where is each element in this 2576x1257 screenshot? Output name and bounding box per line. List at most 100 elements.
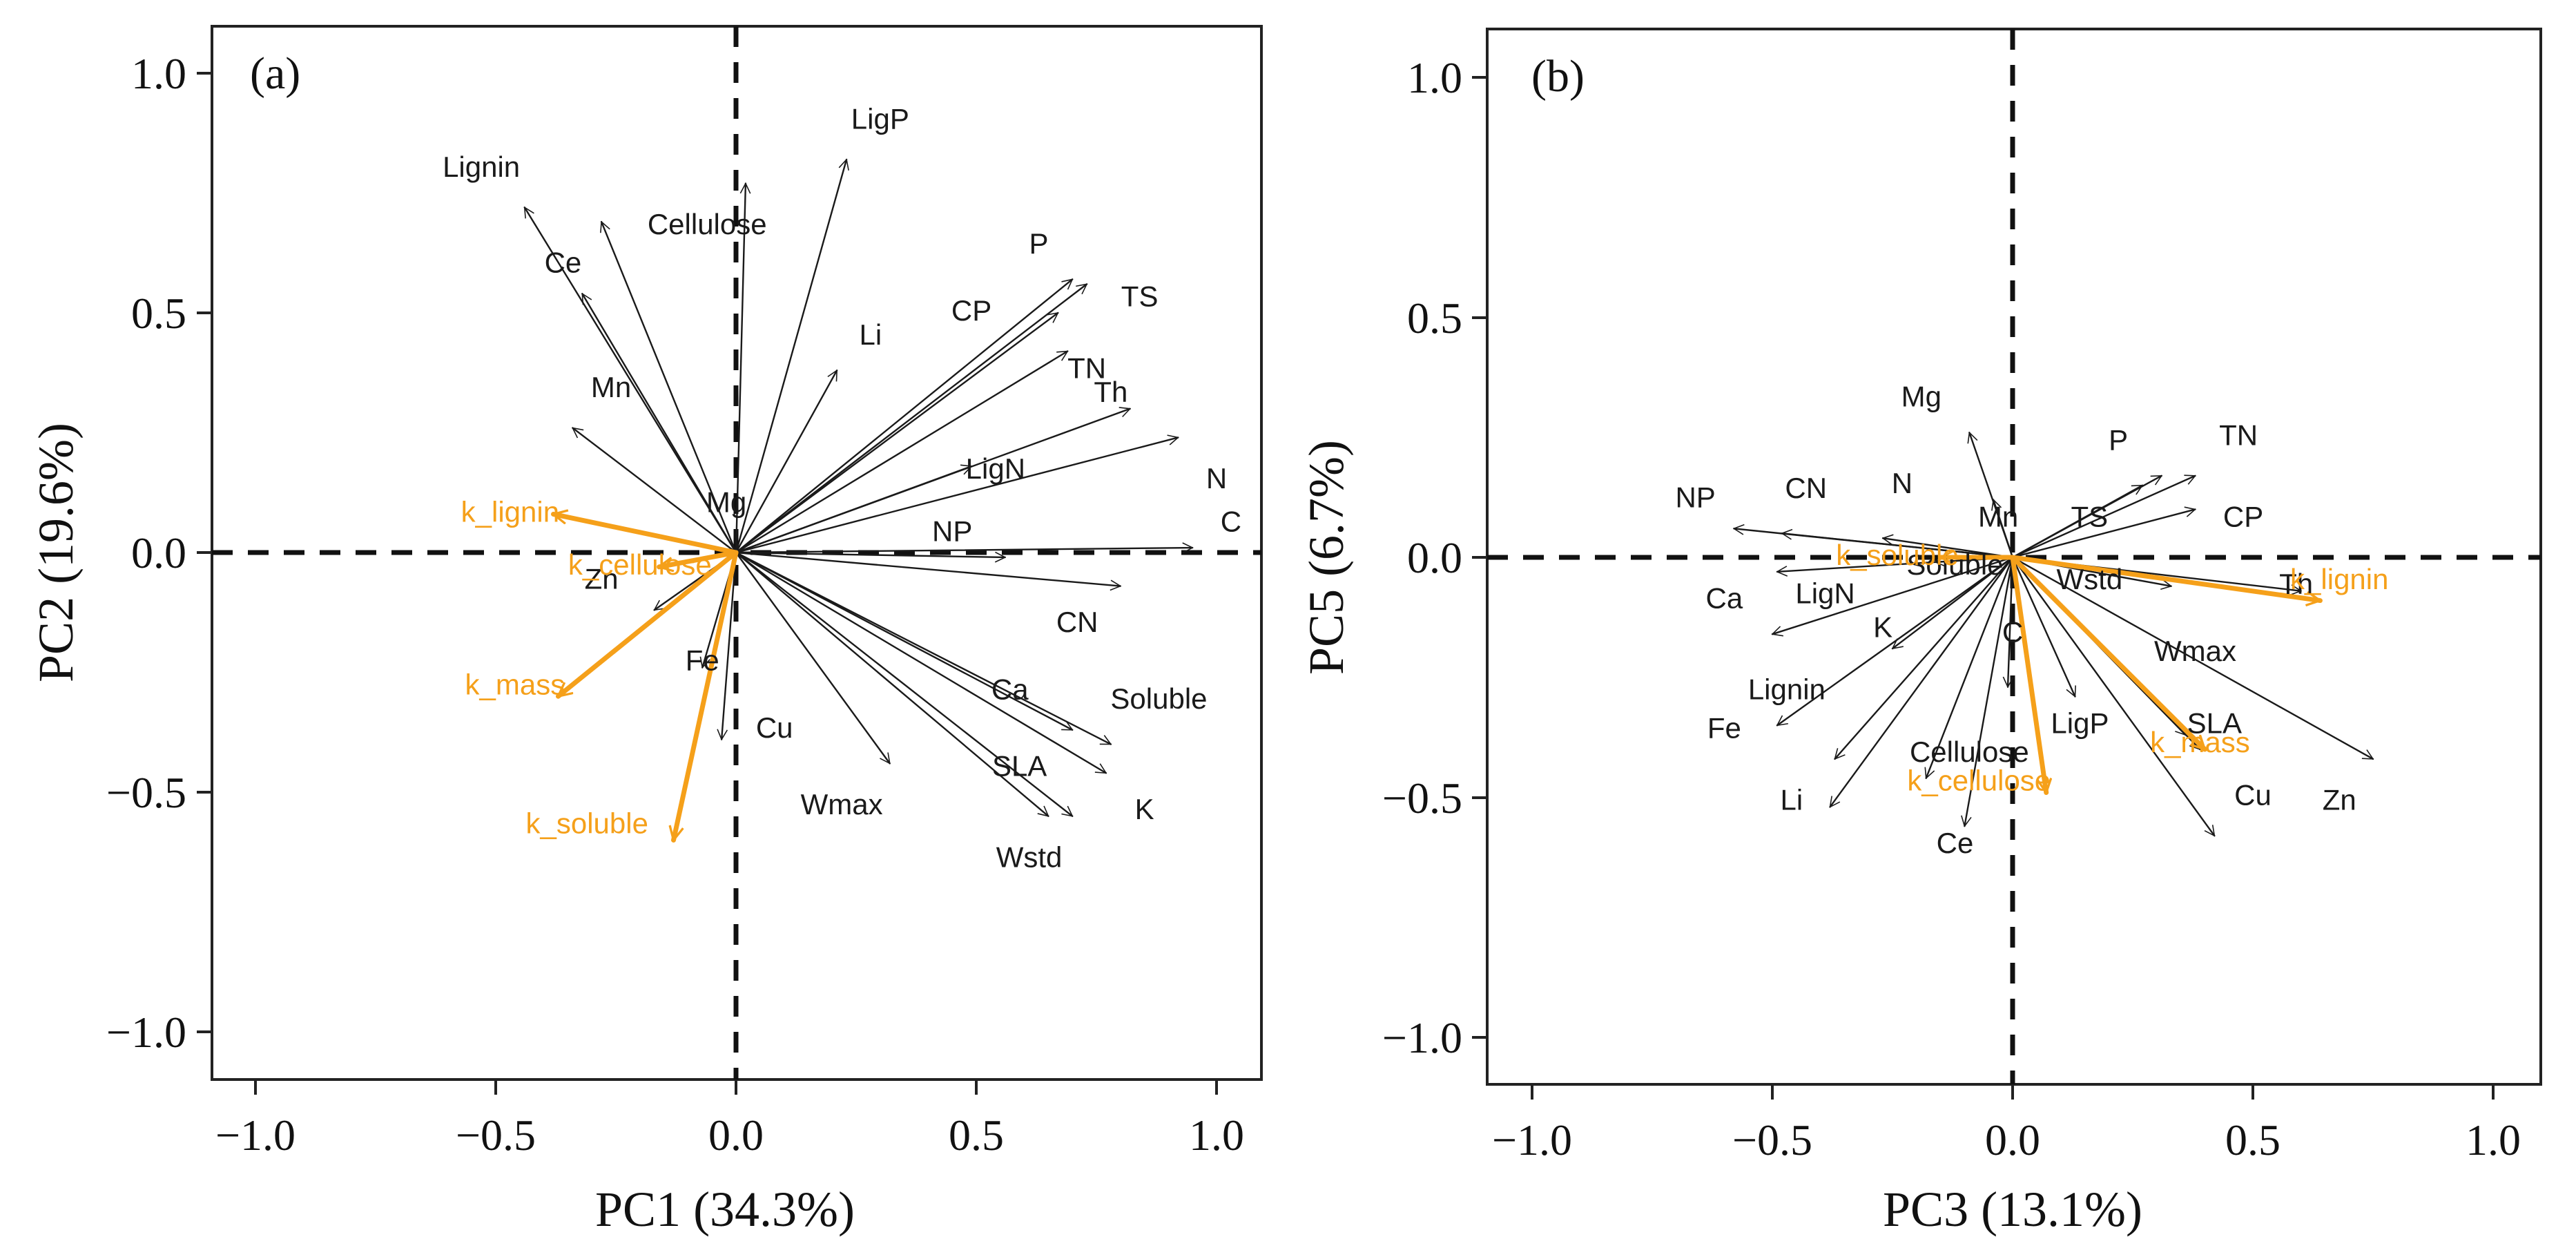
panel-a-y-tick-label: −0.5: [106, 768, 186, 817]
panel-b-vector-label-zn: Zn: [2323, 784, 2356, 816]
panel-b-vector-label-lign: LigN: [1795, 577, 1854, 610]
panel-a-vector-label-lignin: Lignin: [443, 151, 520, 183]
panel-a-vector-cn: [735, 551, 1121, 586]
panel-b-vector-tn: [2011, 476, 2195, 559]
panel-b-y-ticks: 1.0 0.5 0.0 −0.5 −1.0: [1382, 53, 1487, 1062]
panel-b-y-axis-title: PC5 (6.7%): [1299, 440, 1354, 675]
panel-a-vector-k-mass: [555, 550, 739, 699]
panel-b-vector-label-th: Th: [2279, 568, 2313, 600]
panel-a-vector-p: [735, 283, 1087, 554]
panel-b-x-axis-title: PC3 (13.1%): [1883, 1182, 2142, 1237]
panel-b-y-tick-label: −1.0: [1382, 1013, 1462, 1062]
panel-a-vector-label-k-mass: k_mass: [465, 668, 565, 700]
panel-b-vector-label-wmax: Wmax: [2154, 635, 2236, 667]
panel-b-vector-label-ca: Ca: [1706, 582, 1743, 615]
panel-b-vectors: Mg P TN NP CN N Mn TS CP Ca LigN K Wstd Th Wmax LigninF…: [1675, 381, 2388, 859]
panel-b-vector-mn: [1993, 500, 2014, 559]
panel-a-vector-tn: [735, 350, 1067, 554]
panel-a-vector-label-np: NP: [932, 515, 972, 547]
panel-b-vector-k-mass: [2010, 555, 2207, 752]
panel-b-y-tick-label: 0.5: [1407, 294, 1462, 343]
panel-a-vector-label-soluble: Soluble: [1110, 682, 1207, 715]
panel-a-y-axis-title: PC2 (19.6%): [28, 423, 84, 682]
panel-a-y-tick-label: 0.5: [131, 289, 186, 338]
panel-a-vector-n: [735, 437, 1178, 554]
panel-a-vector-label-mg: Mg: [706, 486, 746, 519]
panel-a-vector-label-k-lignin: k_lignin: [461, 496, 559, 528]
panel-a-vector-np: [735, 553, 1006, 557]
panel-b-vector-label-cellulose: Cellulose: [1910, 736, 2029, 768]
panel-a-vector-mn: [572, 427, 737, 554]
panel-a-vector-wmax: [735, 551, 891, 763]
panel-b-vector-c: [2008, 556, 2013, 688]
panel-b-vector-label-k: K: [1873, 611, 1892, 643]
panel-b-vector-label-cu: Cu: [2234, 779, 2272, 812]
panel-b-vector-label-ce: Ce: [1937, 827, 1974, 859]
panel-a-vector-label-wstd: Wstd: [996, 841, 1063, 873]
panel-a-y-ticks: 1.0 0.5 0.0 −0.5 −1.0: [106, 49, 212, 1057]
panel-b-ref-lines: [1487, 29, 2541, 1084]
panel-b-vector-label-tn: TN: [2219, 419, 2258, 451]
panel-b-vector-lignin: [1834, 556, 2014, 759]
panel-a-vector-label-p: P: [1029, 227, 1048, 260]
panel-a-vector-label-cellulose: Cellulose: [648, 208, 767, 240]
panel-b-vector-label-fe: Fe: [1707, 711, 1741, 744]
panel-b-vector-cp: [2011, 510, 2195, 559]
panel-b-y-tick-label: 0.0: [1407, 533, 1462, 582]
panel-a-vector-label-ts: TS: [1121, 280, 1159, 312]
panel-b-vector-label-mn: Mn: [1978, 500, 2018, 532]
panel-a-vector-label-ca: Ca: [991, 673, 1029, 705]
panel-a-vector-wstd: [735, 551, 1048, 817]
panel-a-tag: (a): [250, 48, 300, 99]
panel-a-vector-cu: [722, 551, 737, 740]
panel-a-vector-label-n: N: [1206, 462, 1227, 495]
panel-b-tag: (b): [1531, 51, 1585, 102]
panel-a-y-tick-label: −1.0: [106, 1008, 186, 1057]
panel-b-vector-zn: [2011, 556, 2373, 760]
panel-a-vector-label-fe: Fe: [686, 644, 719, 677]
panel-b-vector-label-sla: SLA: [2187, 707, 2242, 739]
panel-b-vector-label-c: C: [2002, 615, 2023, 648]
panel-a-x-tick-label: −0.5: [456, 1111, 536, 1160]
panel-a-x-axis-title: PC1 (34.3%): [595, 1182, 855, 1237]
panel-b-x-tick-label: −0.5: [1732, 1115, 1812, 1164]
panel-a-vector-label-sla: SLA: [992, 749, 1047, 782]
panel-a-x-tick-label: −1.0: [215, 1111, 296, 1160]
panel-a-vector-label-mn: Mn: [591, 371, 631, 403]
panel-a-vector-label-wmax: Wmax: [801, 788, 883, 821]
panel-a-vector-label-k-soluble: k_soluble: [526, 807, 648, 840]
panel-b-vector-label-k-mass: k_mass: [2150, 726, 2250, 758]
panel-b-vector-li: [1829, 556, 2014, 807]
panel-a-y-tick-label: 0.0: [131, 528, 186, 577]
panel-b-vector-label-cn: CN: [1785, 472, 1827, 504]
panel-b-x-tick-label: 0.0: [1985, 1115, 2040, 1164]
panel-a-vector-label-cu: Cu: [756, 711, 793, 744]
panel-b-vector-label-cp: CP: [2223, 500, 2263, 532]
panel-a-x-tick-label: 0.0: [708, 1111, 764, 1160]
panel-a-vector-lignin: [523, 207, 737, 554]
panel-a-x-tick-label: 1.0: [1189, 1111, 1244, 1160]
panel-a-vector-cp: [735, 311, 1058, 554]
panel-b-vector-cellulose: [1926, 556, 2014, 778]
panel-a-vector-label-k: K: [1135, 793, 1154, 825]
panel-a-vector-cellulose: [601, 222, 737, 554]
panel-a-plot: −1.0 −0.5 0.0 0.5 1.0 1.0 0.5 0.0 −0.5 −…: [28, 25, 1263, 1237]
panel-a-vector-label-li: Li: [860, 318, 882, 351]
panel-b-vector-n: [1883, 538, 2014, 559]
panel-a-vector-ts: [735, 278, 1072, 554]
panel-b-x-tick-label: 1.0: [2466, 1115, 2521, 1164]
panel-b-vector-k-cellulose: [2010, 555, 2046, 796]
panel-a-vector-soluble: [735, 551, 1111, 745]
panel-b-vector-lign: [1772, 556, 2014, 634]
panel-b-vector-label-wstd: Wstd: [2057, 563, 2123, 595]
panel-a-vector-label-ce: Ce: [545, 247, 582, 279]
panel-a-vector-k-lignin: [551, 514, 739, 555]
panel-a-vector-li: [735, 370, 838, 554]
panel-b-vector-label-k-cellulose: k_cellulose: [1907, 765, 2051, 797]
panel-a-vector-c: [735, 548, 1194, 554]
panel-a-vector-sla: [735, 551, 1106, 774]
panel-b-vector-label-ligp: LigP: [2051, 707, 2109, 739]
panel-a-vector-ce: [581, 294, 737, 554]
